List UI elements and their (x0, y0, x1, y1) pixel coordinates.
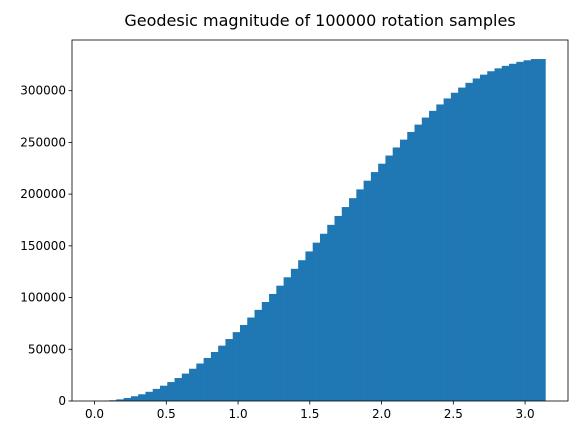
histogram-bar (210, 351, 219, 401)
y-tick-label: 300000 (20, 84, 66, 98)
histogram-bar (487, 71, 495, 401)
histogram-bar (319, 233, 328, 401)
histogram-bar (443, 98, 452, 402)
histogram-bar (523, 60, 532, 401)
histogram-bar (116, 399, 124, 401)
histogram-bar (218, 345, 226, 401)
histogram-bar (276, 285, 284, 401)
y-tick-label: 250000 (20, 135, 66, 149)
histogram-bar (203, 357, 212, 401)
histogram-bar (145, 391, 154, 401)
y-tick-label: 50000 (28, 342, 66, 356)
histogram-bar (247, 317, 255, 401)
histogram-bar (232, 332, 241, 401)
histogram-bar (123, 398, 132, 401)
histogram-bar (283, 277, 292, 401)
histogram-bar (298, 260, 306, 401)
histogram-bar (465, 82, 473, 402)
histogram-bar (538, 59, 546, 402)
histogram-bar (327, 224, 335, 401)
x-tick-label: 0.5 (157, 407, 176, 421)
histogram-bar (269, 293, 277, 401)
x-tick-label: 2.0 (372, 407, 391, 421)
y-tick-label: 0 (58, 394, 66, 408)
plot-frame (71, 39, 569, 402)
histogram-bar (334, 215, 343, 401)
histogram-bar (305, 251, 313, 401)
y-tick-label: 200000 (20, 187, 66, 201)
histogram-bar (254, 309, 263, 401)
x-tick-label: 2.5 (444, 407, 463, 421)
histogram-bar (159, 385, 168, 401)
histogram-bar (312, 242, 321, 401)
histogram-bar (152, 388, 161, 401)
histogram-bar (189, 368, 197, 401)
x-tick-label: 1.0 (229, 407, 248, 421)
x-tick-label: 1.5 (300, 407, 319, 421)
histogram-bar (494, 68, 503, 402)
histogram-bar (181, 373, 190, 401)
histogram-bar (356, 189, 364, 401)
histogram-bar (479, 74, 488, 402)
y-tick-label: 100000 (20, 291, 66, 305)
histogram-bar (378, 163, 386, 401)
histogram-bar (450, 92, 459, 402)
histogram-bar (167, 382, 175, 401)
histogram-bar (225, 339, 234, 401)
histogram-bar (399, 139, 408, 401)
histogram-bar (363, 180, 372, 401)
x-tick-label: 0.0 (85, 407, 104, 421)
histogram-bar (341, 207, 350, 401)
histogram-bar (349, 198, 357, 401)
histogram-bar (130, 396, 139, 401)
histogram-bar (138, 394, 146, 401)
histogram-bar (472, 78, 481, 402)
chart-title: Geodesic magnitude of 100000 rotation sa… (124, 11, 515, 30)
histogram-bar (385, 155, 393, 401)
histogram-bar (196, 363, 204, 401)
histogram-bar (421, 117, 430, 401)
histogram-bar (392, 147, 401, 401)
bars-group (101, 59, 546, 402)
histogram-bar (414, 124, 423, 401)
histogram-bar (370, 172, 379, 401)
axes-group: 0.0 0.5 1.0 1.5 2.0 2.5 3.0 0 50000 100000 150000 2… (20, 39, 569, 421)
y-tick-label: 150000 (20, 239, 66, 253)
histogram-bar (239, 324, 248, 401)
histogram-bar (261, 302, 270, 401)
x-tick-label: 3.0 (516, 407, 535, 421)
histogram-bar (429, 110, 437, 402)
histogram-bar (436, 104, 444, 401)
histogram-bar (174, 378, 183, 401)
histogram-bar (530, 59, 539, 402)
histogram-bar (516, 61, 524, 401)
histogram-bar (290, 268, 299, 401)
histogram-bar (458, 87, 466, 401)
histogram-bar (509, 63, 517, 401)
histogram-bar (407, 131, 415, 401)
histogram-bar (501, 65, 510, 402)
